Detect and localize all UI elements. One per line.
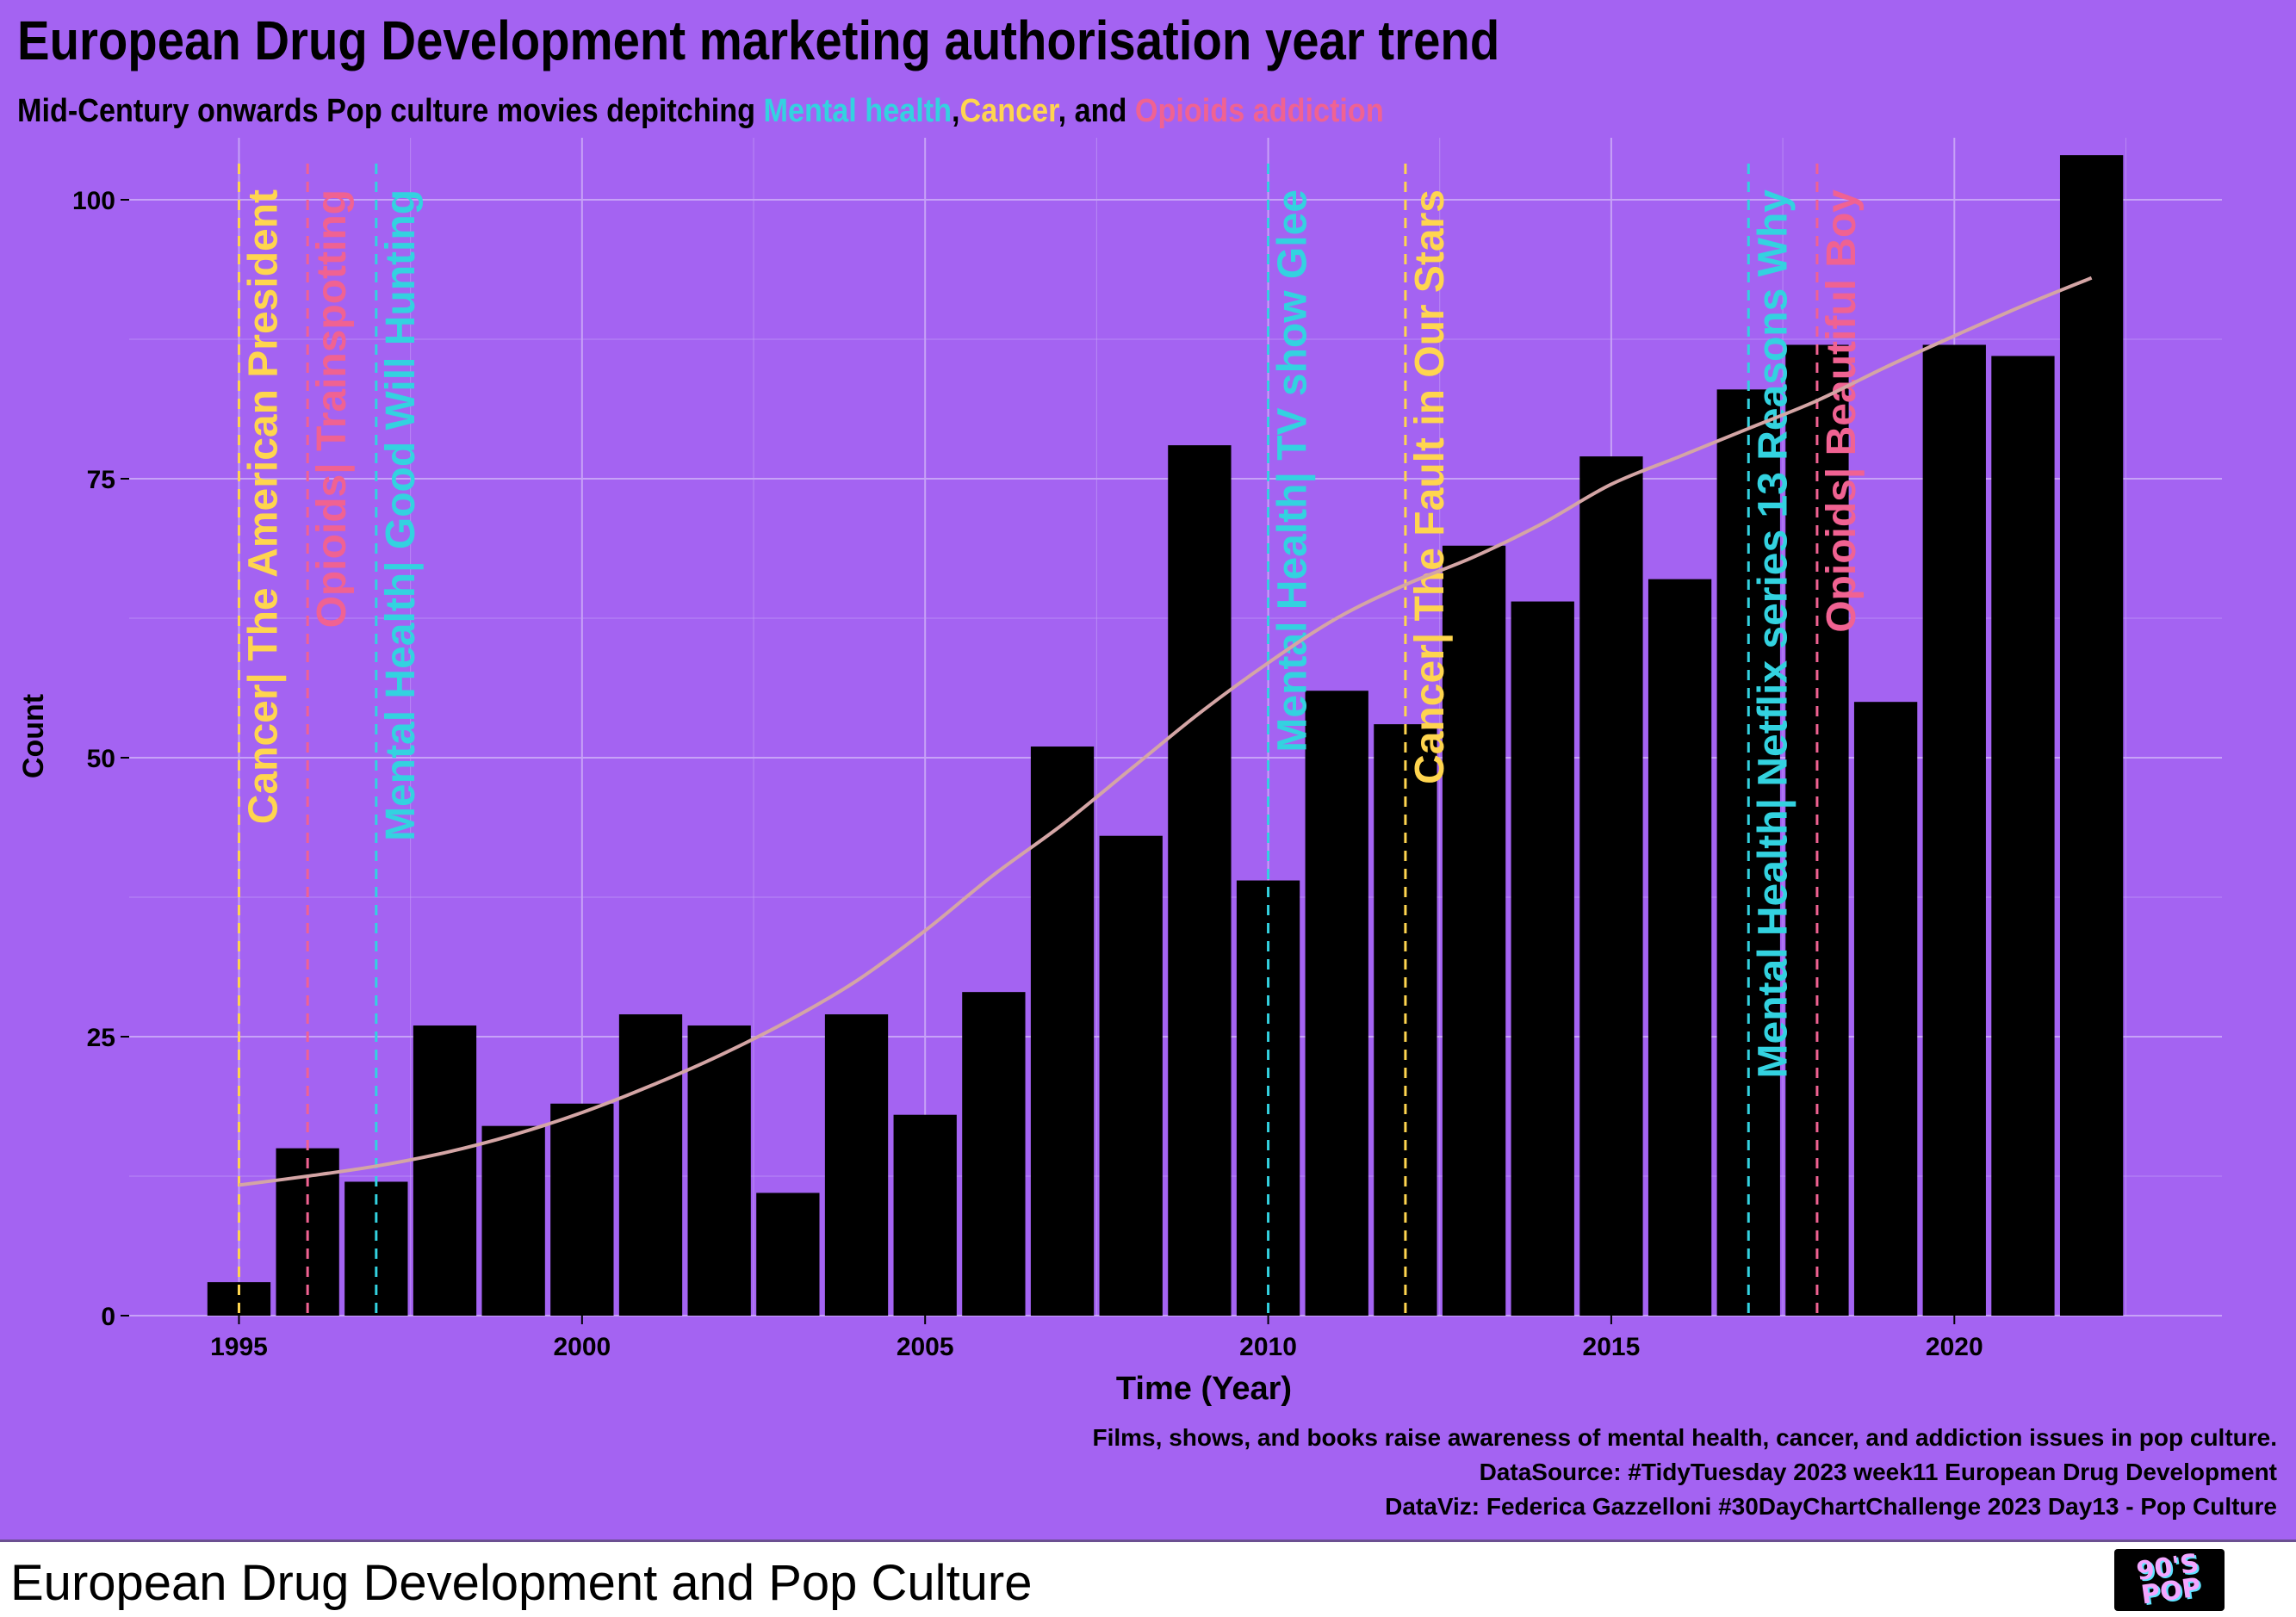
x-tick-label: 1995 [210, 1333, 268, 1361]
bar-1998 [413, 1025, 477, 1316]
subtitle-prefix: Mid-Century onwards Pop culture movies d… [17, 93, 764, 129]
chart-subtitle: Mid-Century onwards Pop culture movies d… [17, 93, 1384, 130]
bar-2002 [687, 1025, 751, 1316]
bar-2007 [1030, 747, 1095, 1316]
bar-2001 [618, 1014, 683, 1316]
event-label-2018: Opioids| Beautiful Boy [1819, 189, 1865, 633]
caption-datasource: DataSource: #TidyTuesday 2023 week11 Eur… [1479, 1459, 2277, 1485]
bar-2004 [824, 1014, 889, 1316]
bars [207, 155, 2124, 1317]
y-tick-label: 100 [72, 187, 115, 215]
bar-2013 [1442, 545, 1506, 1316]
bar-2009 [1168, 445, 1232, 1316]
footer-title: European Drug Development and Pop Cultur… [10, 1555, 1033, 1611]
x-tick-label: 2015 [1583, 1333, 1641, 1361]
subtitle-mental-health: Mental health [763, 93, 953, 129]
footer-bar: European Drug Development and Pop Cultur… [0, 1540, 2296, 1617]
bar-2000 [550, 1103, 614, 1316]
bar-2019 [1853, 702, 1918, 1316]
y-tick-label: 25 [87, 1024, 115, 1052]
bar-2016 [1648, 579, 1712, 1316]
chart-captions: Films, shows, and books raise awareness … [1093, 1421, 2278, 1524]
y-tick-label: 0 [101, 1303, 115, 1331]
event-label-1996: Opioids| Trainspotting [309, 189, 355, 628]
event-label-1997: Mental Health| Good Will Hunting [378, 189, 424, 841]
subtitle-sep2: , and [1058, 93, 1135, 129]
x-tick-label: 2010 [1239, 1333, 1297, 1361]
subtitle-cancer: Cancer [959, 93, 1058, 129]
pop-logo-text: 90'S POP [2134, 1548, 2203, 1611]
axis-labels: Time (Year) Count [17, 694, 1292, 1407]
subtitle-opioids: Opioids addiction [1134, 93, 1384, 129]
pop-logo: 90'S POP [2114, 1548, 2225, 1611]
x-tick-label: 2000 [553, 1333, 611, 1361]
bar-2014 [1511, 601, 1574, 1316]
caption-description: Films, shows, and books raise awareness … [1092, 1424, 2278, 1451]
x-tick-label: 2005 [897, 1333, 954, 1361]
chart-title: European Drug Development marketing auth… [17, 9, 1500, 71]
event-label-2012: Cancer| The Fault in Our Stars [1407, 189, 1453, 784]
bar-chart: 0 25 50 75 100 1995 2000 2005 2010 2015 2020 Cance… [17, 138, 2222, 1407]
bar-1999 [481, 1125, 545, 1316]
trend-line-group [239, 276, 2093, 1187]
bar-2018 [1785, 344, 1849, 1317]
y-axis-title: Count [17, 694, 50, 778]
chart-panel: European Drug Development marketing auth… [0, 0, 2296, 1540]
bar-2021 [1991, 356, 2055, 1317]
bar-2022 [2059, 155, 2124, 1316]
bar-2005 [893, 1114, 957, 1316]
bar-2003 [756, 1193, 820, 1316]
axes: 0 25 50 75 100 1995 2000 2005 2010 2015 2020 [72, 187, 1983, 1361]
bar-2010 [1236, 880, 1300, 1316]
bar-2011 [1305, 691, 1368, 1316]
trend-line [239, 276, 2093, 1187]
y-tick-label: 50 [87, 745, 115, 773]
y-tick-label: 75 [87, 466, 115, 494]
bar-2020 [1922, 344, 1986, 1317]
event-label-2017: Mental Health| Netflix series 13 Reasons… [1750, 189, 1796, 1079]
event-label-2010: Mental Health| TV show Glee [1270, 189, 1316, 753]
bar-2008 [1099, 835, 1163, 1316]
subtitle-sep1: , [952, 93, 960, 129]
caption-dataviz: DataViz: Federica Gazzelloni #30DayChart… [1385, 1493, 2277, 1520]
event-label-1995: Cancer| The American President [240, 189, 286, 824]
event-markers: Cancer| The American President Opioids| T… [237, 164, 1865, 1316]
x-tick-label: 2020 [1926, 1333, 1983, 1361]
x-axis-title: Time (Year) [1116, 1371, 1292, 1407]
bar-2006 [962, 992, 1026, 1316]
bar-2015 [1579, 456, 1643, 1316]
